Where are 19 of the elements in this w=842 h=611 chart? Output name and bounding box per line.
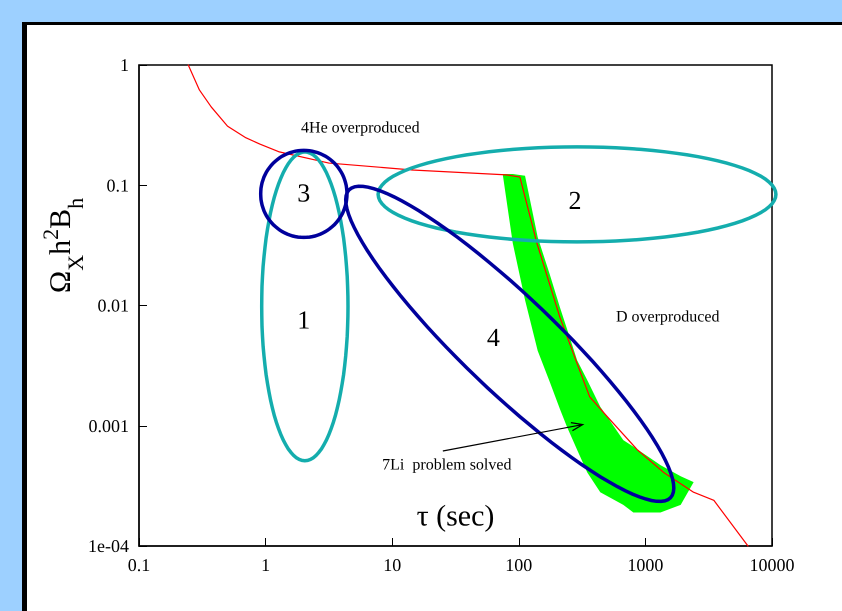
- annotation: 7Li problem solved: [382, 456, 512, 474]
- y-tick-label: 1e-04: [88, 536, 129, 556]
- annotation: 3: [297, 178, 310, 208]
- y-tick-label: 1: [120, 55, 129, 75]
- annotation: 4He overproduced: [301, 119, 420, 136]
- annotation: 1: [297, 305, 310, 334]
- x-axis-title: τ (sec): [416, 500, 494, 532]
- annotation: 2: [568, 186, 582, 215]
- annotation: D overproduced: [616, 308, 720, 326]
- x-tick-label: 1000: [627, 555, 664, 575]
- x-tick-label: 1: [261, 555, 270, 575]
- x-tick-label: 0.1: [128, 555, 150, 575]
- x-tick-label: 10000: [750, 555, 794, 575]
- x-tick-label: 100: [505, 555, 532, 575]
- annotation: 4: [486, 323, 500, 352]
- y-tick-label: 0.1: [106, 175, 129, 196]
- x-tick-label: 10: [383, 555, 402, 575]
- y-tick-label: 0.01: [98, 296, 129, 316]
- y-tick-label: 0.001: [88, 416, 129, 436]
